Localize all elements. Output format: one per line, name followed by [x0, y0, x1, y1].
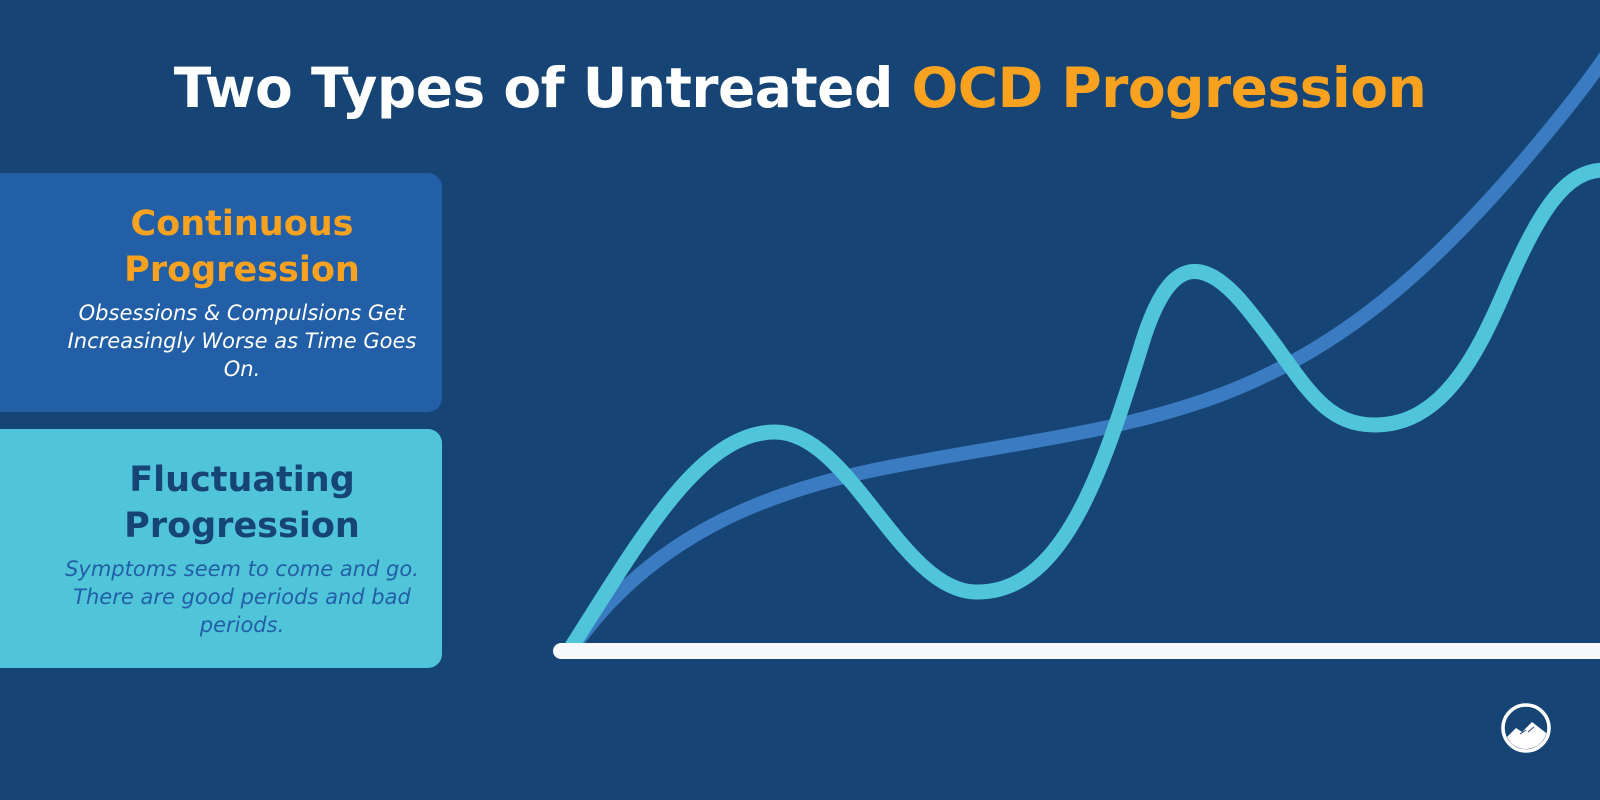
card-description: Obsessions & Compulsions Get Increasingl… — [67, 301, 417, 381]
card-title-line2: Progression — [124, 250, 360, 290]
title-accent: OCD Progression — [911, 56, 1427, 120]
fluctuating-progression-line — [564, 162, 1600, 654]
page-title: Two Types of Untreated OCD Progression — [0, 56, 1600, 120]
continuous-progression-line — [568, 52, 1600, 652]
card-title: Fluctuating Progression — [42, 457, 442, 549]
title-main: Two Types of Untreated — [173, 56, 912, 120]
card-title-line1: Continuous — [130, 204, 354, 244]
card-continuous-progression: Continuous Progression Obsessions & Comp… — [0, 173, 442, 412]
card-title: Continuous Progression — [42, 201, 442, 293]
card-description: Symptoms seem to come and go. There are … — [65, 557, 419, 637]
mountain-circle-logo-icon — [1501, 703, 1551, 753]
card-fluctuating-progression: Fluctuating Progression Symptoms seem to… — [0, 429, 442, 668]
card-title-line2: Progression — [124, 506, 360, 546]
card-title-line1: Fluctuating — [129, 460, 355, 500]
